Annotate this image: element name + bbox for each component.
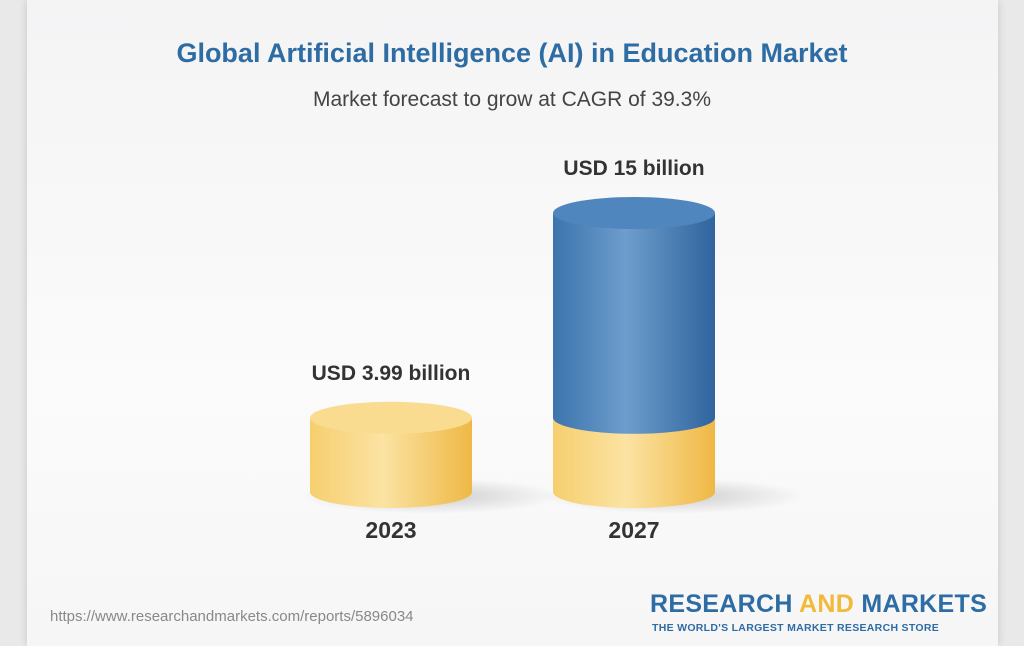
bar-2023-top	[310, 401, 472, 434]
bar-2023-body	[310, 417, 472, 508]
bar-2027-growth-top	[553, 197, 715, 229]
logo-tagline: THE WORLD'S LARGEST MARKET RESEARCH STOR…	[652, 622, 940, 634]
bar-2027-growth-body	[553, 213, 715, 434]
data-label-2023: USD 3.99 billion	[312, 362, 471, 385]
chart-title: Global Artificial Intelligence (AI) in E…	[176, 38, 848, 68]
research-and-markets-logo: RESEARCH AND MARKETS	[650, 590, 988, 618]
chart-card	[27, 0, 998, 646]
x-tick-label-2023: 2023	[365, 517, 416, 543]
x-tick-label-2027: 2027	[608, 517, 659, 543]
chart-subtitle: Market forecast to grow at CAGR of 39.3%	[313, 88, 711, 111]
source-url[interactable]: https://www.researchandmarkets.com/repor…	[50, 608, 414, 625]
data-label-2027: USD 15 billion	[563, 157, 704, 180]
bar-2027-base-body	[553, 417, 715, 508]
